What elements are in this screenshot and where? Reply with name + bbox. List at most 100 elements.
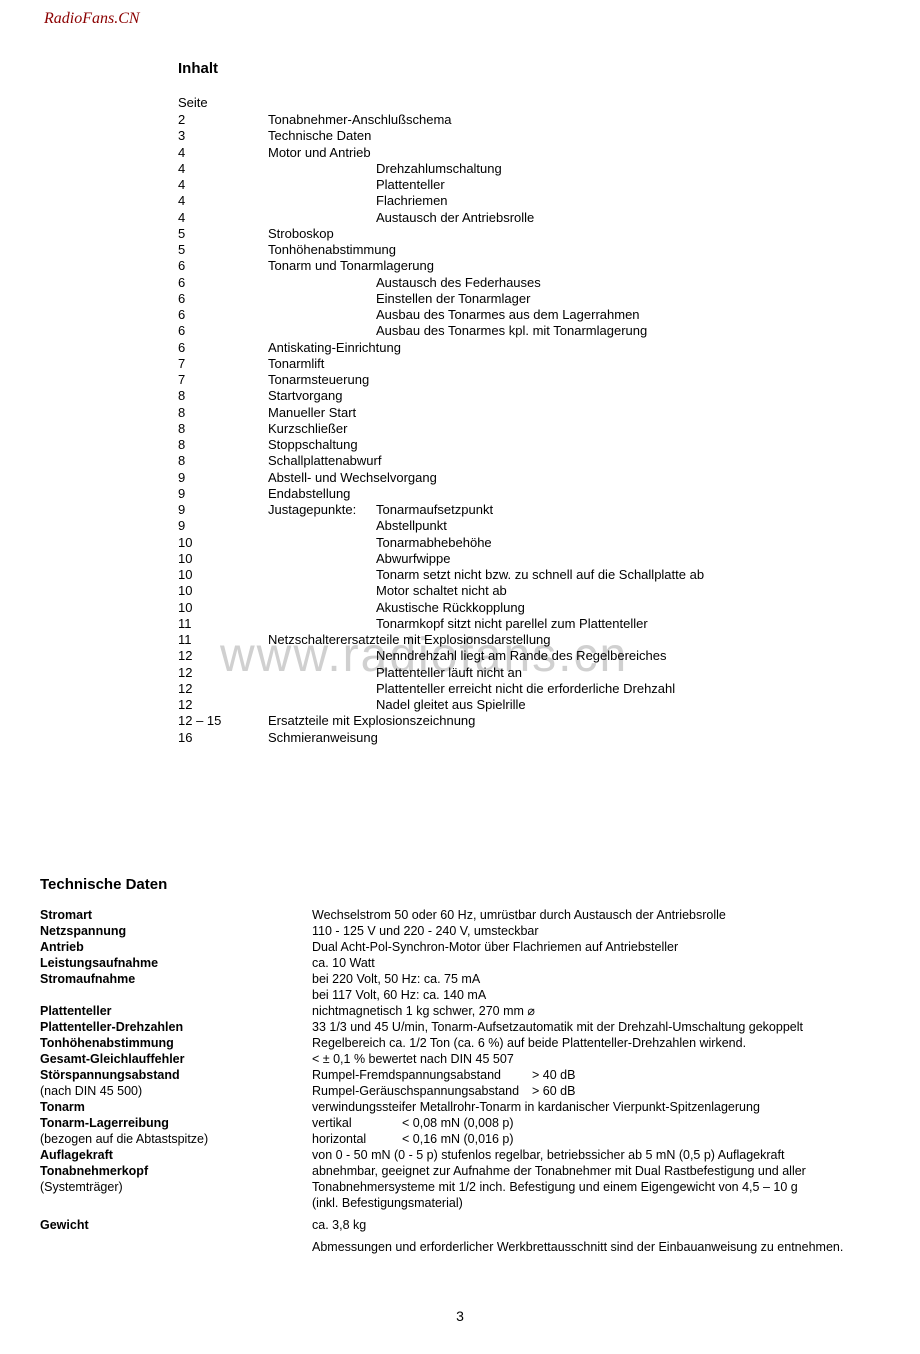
toc-entry-text: Nadel gleitet aus Spielrille [268,697,878,713]
toc-row: 8Startvorgang [178,388,878,404]
tech-value: (inkl. Befestigungsmaterial) [312,1195,890,1211]
toc-row: 6Antiskating-Einrichtung [178,340,878,356]
toc-entry-text: Tonarm und Tonarmlagerung [268,258,878,274]
tech-row: StörspannungsabstandRumpel-Fremdspannung… [40,1067,890,1083]
toc-row: 5Tonhöhenabstimmung [178,242,878,258]
tech-row: Gewichtca. 3,8 kg [40,1217,890,1233]
toc-page-number: 6 [178,291,268,307]
toc-page-number: 12 – 15 [178,713,268,729]
tech-row: Stromaufnahmebei 220 Volt, 50 Hz: ca. 75… [40,971,890,987]
toc-row: 10Tonarm setzt nicht bzw. zu schnell auf… [178,567,878,583]
tech-label: Gesamt-Gleichlauffehler [40,1051,312,1067]
toc-entry-text: Austausch des Federhauses [268,275,878,291]
tech-row: bei 117 Volt, 60 Hz: ca. 140 mA [40,987,890,1003]
toc-row: 4Motor und Antrieb [178,145,878,161]
toc-page-number: 12 [178,697,268,713]
toc-page-number: 8 [178,388,268,404]
toc-row: 4Flachriemen [178,193,878,209]
tech-label: Tonabnehmerkopf [40,1163,312,1179]
tech-value: Rumpel-Geräuschspannungsabstand> 60 dB [312,1083,890,1099]
toc-page-number: 6 [178,307,268,323]
tech-label: Störspannungsabstand [40,1067,312,1083]
toc-page-number: 16 [178,730,268,746]
tech-value: Wechselstrom 50 oder 60 Hz, umrüstbar du… [312,907,890,923]
toc-page-number: 10 [178,535,268,551]
toc-page-number: 11 [178,616,268,632]
toc-entry-text: Schmieranweisung [268,730,878,746]
tech-value: horizontal< 0,16 mN (0,016 p) [312,1131,890,1147]
toc-prefix-label: Justagepunkte: [268,502,376,518]
tech-value: verwindungssteifer Metallrohr-Tonarm in … [312,1099,890,1115]
tech-value: bei 117 Volt, 60 Hz: ca. 140 mA [312,987,890,1003]
toc-row: 9Abstellpunkt [178,518,878,534]
toc-entry-text: Manueller Start [268,405,878,421]
toc-row: 12Plattenteller erreicht nicht die erfor… [178,681,878,697]
toc-entry-text: Ersatzteile mit Explosionszeichnung [268,713,878,729]
toc-entry-text: Drehzahlumschaltung [268,161,878,177]
tech-row: Plattentellernichtmagnetisch 1 kg schwer… [40,1003,890,1019]
toc-page-number: 10 [178,567,268,583]
tech-value: 110 - 125 V und 220 - 240 V, umsteckbar [312,923,890,939]
tech-value: < ± 0,1 % bewertet nach DIN 45 507 [312,1051,890,1067]
toc-entry-text: Justagepunkte:Tonarmaufsetzpunkt [268,502,878,518]
toc-entry-text: Abwurfwippe [268,551,878,567]
tech-row: (nach DIN 45 500)Rumpel-Geräuschspannung… [40,1083,890,1099]
tech-row: AntriebDual Acht-Pol-Synchron-Motor über… [40,939,890,955]
tech-row: Tonarm-Lagerreibungvertikal< 0,08 mN (0,… [40,1115,890,1131]
toc-entry-text: Abstell- und Wechselvorgang [268,470,878,486]
tech-row: Abmessungen und erforderlicher Werkbrett… [40,1239,890,1255]
tech-row: Tonarmverwindungssteifer Metallrohr-Tona… [40,1099,890,1115]
tech-label: Plattenteller-Drehzahlen [40,1019,312,1035]
toc-page-number: 12 [178,681,268,697]
tech-label: Leistungsaufnahme [40,955,312,971]
tech-row: Tonabnehmerkopfabnehmbar, geeignet zur A… [40,1163,890,1179]
toc-entry-text: Einstellen der Tonarmlager [268,291,878,307]
toc-row: 9Justagepunkte:Tonarmaufsetzpunkt [178,502,878,518]
toc-row: 9Endabstellung [178,486,878,502]
toc-row: 6Ausbau des Tonarmes kpl. mit Tonarmlage… [178,323,878,339]
tech-row: (Systemträger)Tonabnehmersysteme mit 1/2… [40,1179,890,1195]
toc-entry-text: Tonarm setzt nicht bzw. zu schnell auf d… [268,567,878,583]
toc-row: 6Einstellen der Tonarmlager [178,291,878,307]
tech-label: Stromart [40,907,312,923]
toc-entry-text: Motor und Antrieb [268,145,878,161]
technical-data-section: Technische Daten StromartWechselstrom 50… [40,876,890,1255]
tech-label: Tonhöhenabstimmung [40,1035,312,1051]
toc-page-number: 8 [178,437,268,453]
toc-row: 4Plattenteller [178,177,878,193]
toc-row: 10Akustische Rückkopplung [178,600,878,616]
toc-row: 3Technische Daten [178,128,878,144]
tech-value: Abmessungen und erforderlicher Werkbrett… [312,1239,890,1255]
toc-row: 10Motor schaltet nicht ab [178,583,878,599]
toc-row: 10Abwurfwippe [178,551,878,567]
toc-row: 6Ausbau des Tonarmes aus dem Lagerrahmen [178,307,878,323]
table-of-contents: Inhalt Seite 2Tonabnehmer-Anschlußschema… [178,60,878,746]
toc-entry-text: Tonarmlift [268,356,878,372]
toc-page-number: 8 [178,405,268,421]
toc-row: 10Tonarmabhebehöhe [178,535,878,551]
toc-page-number: 4 [178,177,268,193]
tech-label: Netzspannung [40,923,312,939]
toc-page-number: 6 [178,275,268,291]
toc-row: 11Tonarmkopf sitzt nicht parellel zum Pl… [178,616,878,632]
toc-row: 8Stoppschaltung [178,437,878,453]
toc-page-number: 2 [178,112,268,128]
toc-row: 12Nadel gleitet aus Spielrille [178,697,878,713]
toc-entry-text: Abstellpunkt [268,518,878,534]
tech-row: (bezogen auf die Abtastspitze)horizontal… [40,1131,890,1147]
tech-row: Plattenteller-Drehzahlen33 1/3 und 45 U/… [40,1019,890,1035]
toc-row: 11Netzschalterersatzteile mit Explosions… [178,632,878,648]
tech-value: Rumpel-Fremdspannungsabstand> 40 dB [312,1067,890,1083]
toc-title: Inhalt [178,60,878,77]
tech-label [40,1195,312,1211]
tech-title: Technische Daten [40,876,890,893]
tech-label: Stromaufnahme [40,971,312,987]
toc-row: 8Kurzschließer [178,421,878,437]
toc-row: 8Manueller Start [178,405,878,421]
toc-page-number: 7 [178,372,268,388]
toc-row: 12Nenndrehzahl liegt am Rande des Regelb… [178,648,878,664]
tech-label: (nach DIN 45 500) [40,1083,312,1099]
toc-entry-text: Plattenteller erreicht nicht die erforde… [268,681,878,697]
toc-page-number: 10 [178,600,268,616]
toc-entry-text: Tonarmkopf sitzt nicht parellel zum Plat… [268,616,878,632]
